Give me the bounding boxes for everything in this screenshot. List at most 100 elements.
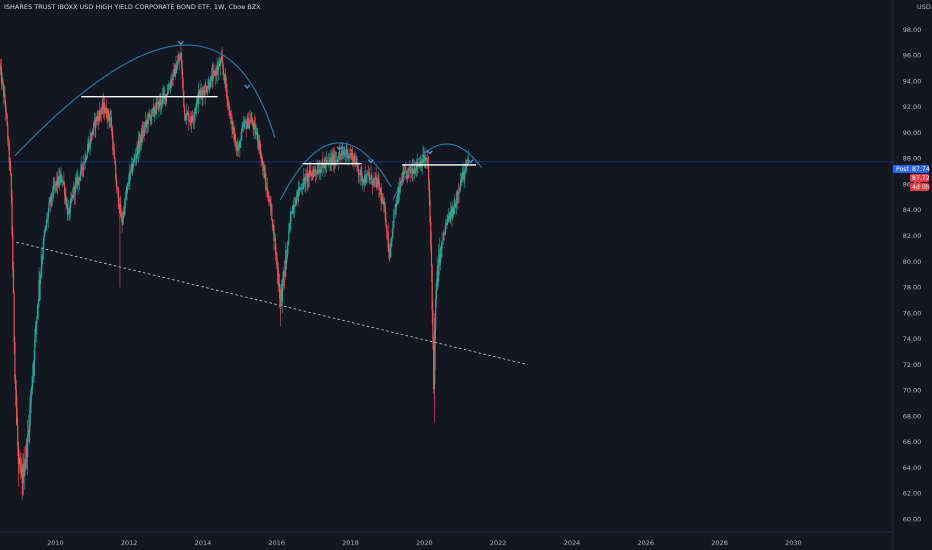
- candle-body: [121, 216, 123, 224]
- candle-body: [127, 183, 129, 188]
- candle-body: [353, 156, 355, 160]
- x-axis[interactable]: 2010 2012 2014 2016 2018 2020 2022 2024 2026 2028…: [47, 539, 802, 547]
- candle-body: [148, 114, 150, 116]
- candle-body: [32, 365, 34, 377]
- candle-body: [99, 110, 101, 113]
- candle-body: [371, 175, 373, 184]
- candle-body: [185, 119, 187, 121]
- candle-body: [128, 181, 130, 184]
- candle-body: [93, 120, 95, 124]
- candle-body: [110, 117, 113, 131]
- candle-body: [216, 66, 218, 75]
- candle-body: [100, 110, 103, 114]
- candle-body: [112, 149, 115, 151]
- candle-body: [39, 280, 41, 284]
- candle-body: [268, 201, 270, 202]
- candle-body: [80, 167, 82, 176]
- candle-body: [168, 87, 170, 89]
- candle-body: [191, 115, 193, 123]
- candle-body: [309, 169, 311, 172]
- candle-body: [273, 225, 275, 241]
- candle-body: [396, 203, 398, 207]
- candle-body: [242, 125, 244, 130]
- candle-body: [218, 62, 220, 66]
- candle-body: [56, 177, 59, 186]
- candle-body: [22, 464, 25, 483]
- candle-body: [238, 143, 240, 147]
- candle-body: [131, 164, 133, 172]
- candle-body: [359, 169, 362, 176]
- candle-body: [2, 79, 4, 85]
- candle-body: [58, 176, 60, 186]
- candle-body: [139, 141, 141, 148]
- candle-body: [13, 293, 15, 342]
- candle-body: [160, 99, 162, 105]
- candle-body: [456, 199, 458, 200]
- x-tick-label: 2010: [47, 539, 64, 547]
- candle-body: [74, 183, 76, 195]
- candle-body: [134, 158, 136, 160]
- candle-body: [259, 144, 261, 149]
- candle-body: [202, 90, 204, 98]
- arc-pattern[interactable]: [392, 143, 482, 200]
- candle-body: [117, 191, 120, 206]
- candle-body: [344, 152, 346, 155]
- candle-body: [61, 175, 63, 182]
- candle-body: [156, 101, 159, 104]
- candle-body: [151, 108, 154, 110]
- candle-body: [381, 196, 384, 204]
- candle-body: [149, 115, 152, 121]
- last-price-tag: Post 87.74: [893, 165, 930, 173]
- candle-body: [73, 186, 75, 197]
- candle-body: [22, 473, 24, 483]
- candle-body: [327, 160, 330, 162]
- close-price-tag-value: 87.72: [912, 175, 930, 182]
- candle-body: [242, 125, 245, 127]
- candle-body: [384, 206, 386, 208]
- candle-body: [454, 203, 457, 208]
- candle-body: [8, 143, 10, 162]
- candle-body: [122, 219, 124, 224]
- candle-body: [288, 224, 291, 231]
- candle-body: [256, 132, 258, 134]
- y-tick-label: 92.00: [903, 103, 922, 111]
- candle-body: [132, 160, 135, 168]
- candle-body: [129, 170, 131, 182]
- candle-body: [304, 177, 306, 185]
- candle-body: [357, 163, 359, 169]
- candle-body: [37, 305, 39, 317]
- candle-body: [467, 163, 469, 164]
- candle-body: [112, 135, 114, 151]
- candle-body: [145, 121, 147, 124]
- arc-pattern[interactable]: [279, 142, 392, 200]
- candle-body: [398, 187, 400, 194]
- candle-body: [263, 166, 265, 178]
- arc-pattern[interactable]: [14, 44, 276, 157]
- candle-body: [445, 224, 447, 232]
- candle-body: [300, 187, 302, 189]
- candle-body: [286, 257, 288, 264]
- candle-body: [209, 86, 211, 88]
- candle-body: [107, 110, 109, 120]
- last-price-tag-value: 87.74: [912, 166, 930, 173]
- candle-body: [239, 143, 241, 149]
- candle-body: [77, 177, 79, 186]
- candle-body: [222, 68, 225, 75]
- candle-body: [354, 161, 357, 164]
- candle-body: [194, 109, 196, 114]
- candle-body: [106, 116, 108, 120]
- candle-body: [308, 169, 310, 178]
- candle-body: [193, 113, 196, 119]
- candle-body: [40, 267, 42, 276]
- candle-body: [369, 176, 371, 180]
- candle-body: [266, 187, 269, 196]
- candle-body: [282, 271, 284, 279]
- candle-body: [355, 158, 357, 162]
- candle-body: [403, 171, 405, 174]
- candle-body: [450, 212, 452, 222]
- candle-body: [434, 329, 436, 370]
- candle-body: [30, 388, 32, 403]
- candle-body: [459, 179, 462, 188]
